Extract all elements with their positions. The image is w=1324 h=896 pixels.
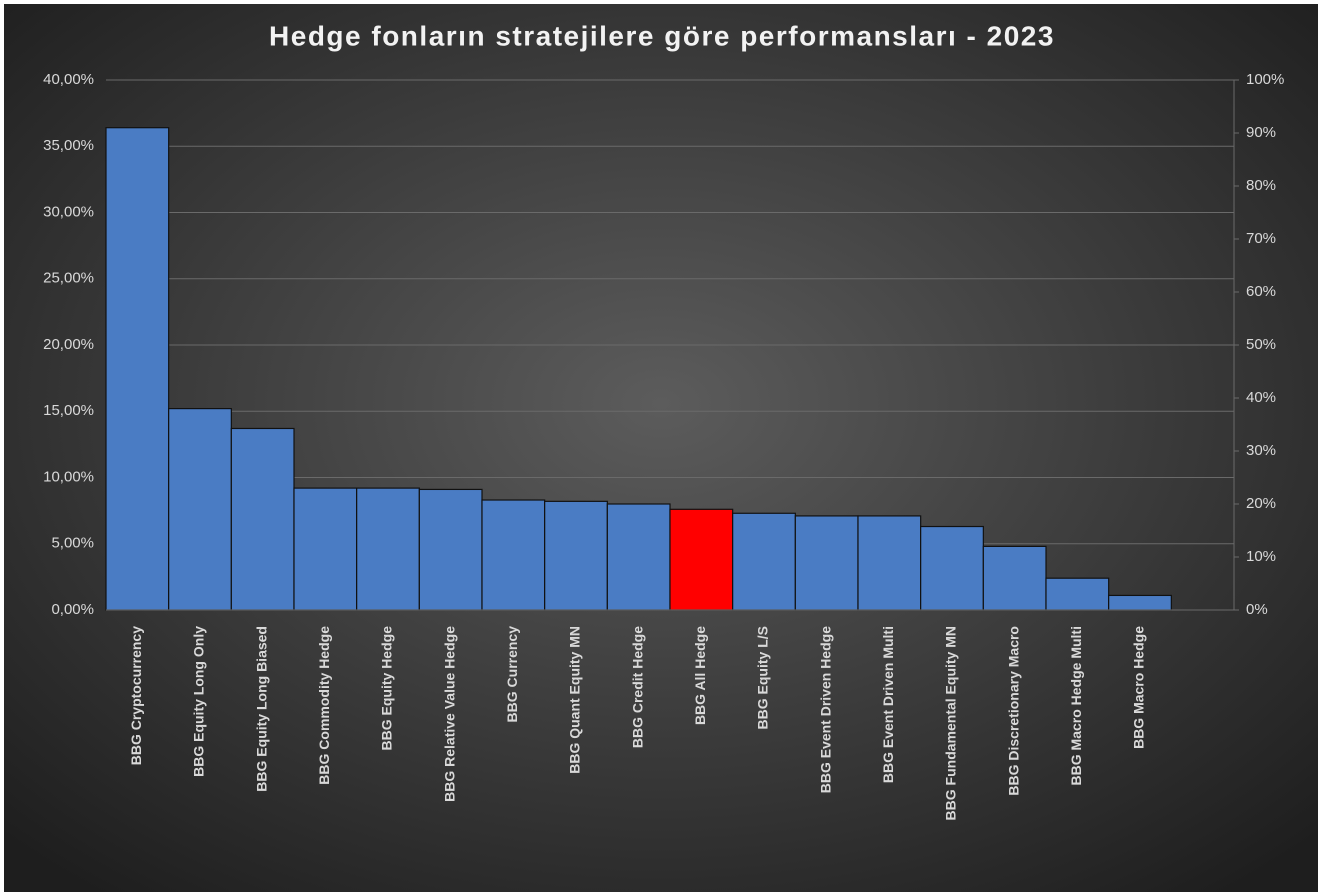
bar (168, 408, 232, 611)
bar (857, 515, 922, 611)
y2-tick-label: 100% (1246, 71, 1284, 88)
bar (230, 427, 295, 611)
y-tick-label: 5,00% (51, 535, 94, 552)
x-tick-label: BBG Cryptocurrency (128, 626, 144, 765)
y2-tick-label: 0% (1246, 601, 1268, 618)
x-tick-label: BBG Relative Value Hedge (441, 626, 457, 802)
y2-tick-label: 70% (1246, 230, 1276, 247)
bar (920, 525, 984, 611)
y-tick-label: 0,00% (51, 601, 94, 618)
chart-title: Hedge fonların stratejilere göre perform… (269, 20, 1055, 51)
x-tick-label: BBG Discretionary Macro (1005, 626, 1021, 796)
bar (982, 545, 1047, 611)
y-tick-label: 40,00% (43, 71, 94, 88)
y2-tick-label: 20% (1246, 495, 1276, 512)
x-tick-label: BBG Currency (504, 626, 520, 723)
bar (293, 487, 358, 611)
x-tick-label: BBG Equity L/S (755, 626, 771, 729)
bar (356, 487, 420, 611)
x-tick-label: BBG All Hedge (692, 626, 708, 725)
x-tick-label: BBG Equity Long Only (191, 626, 207, 777)
x-tick-label: BBG Equity Long Biased (253, 626, 269, 792)
x-tick-label: BBG Commodity Hedge (316, 626, 332, 785)
y2-tick-label: 10% (1246, 548, 1276, 565)
y-tick-label: 15,00% (43, 402, 94, 419)
x-tick-label: BBG Macro Hedge Multi (1068, 626, 1084, 785)
y-tick-label: 25,00% (43, 270, 94, 287)
y-tick-label: 30,00% (43, 203, 94, 220)
bar (1045, 577, 1110, 611)
bar (1108, 594, 1172, 611)
y2-tick-label: 30% (1246, 442, 1276, 459)
y-tick-label: 10,00% (43, 468, 94, 485)
x-tick-label: BBG Quant Equity MN (567, 626, 583, 774)
bar (669, 508, 734, 611)
x-tick-label: BBG Fundamental Equity MN (943, 626, 959, 820)
bar (418, 488, 483, 611)
bar (544, 500, 608, 611)
bar (732, 512, 796, 611)
x-tick-label: BBG Macro Hedge (1131, 626, 1147, 749)
bar (481, 499, 546, 611)
x-tick-label: BBG Equity Hedge (379, 626, 395, 751)
bar (606, 503, 671, 611)
y-tick-label: 35,00% (43, 137, 94, 154)
y2-tick-label: 40% (1246, 389, 1276, 406)
y2-tick-label: 80% (1246, 177, 1276, 194)
y2-tick-label: 50% (1246, 336, 1276, 353)
y2-tick-label: 60% (1246, 283, 1276, 300)
x-tick-label: BBG Event Driven Multi (880, 626, 896, 783)
bar (105, 127, 170, 611)
x-tick-label: BBG Event Driven Hedge (817, 626, 833, 793)
y-tick-label: 20,00% (43, 336, 94, 353)
y2-tick-label: 90% (1246, 124, 1276, 141)
x-tick-label: BBG Credit Hedge (629, 626, 645, 748)
bar (794, 515, 859, 611)
